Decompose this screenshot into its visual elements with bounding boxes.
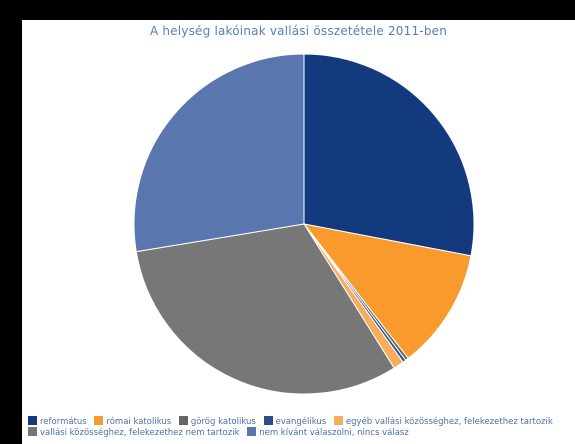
legend-label: görög katolikus — [190, 417, 256, 427]
legend-item-nem-tartozik: vallási közösséghez, felekezethez nem ta… — [28, 427, 240, 439]
pie-slice-5 — [135, 223, 395, 395]
legend-label: római katolikus — [106, 417, 172, 427]
legend-label: evangélikus — [275, 417, 327, 427]
legend-item-gorog-katolikus: görög katolikus — [178, 416, 256, 428]
legend-label: vallási közösséghez, felekezethez nem ta… — [40, 428, 240, 438]
legend-item-nem-valaszolt: nem kívánt válaszolni, nincs válasz — [247, 427, 409, 439]
legend-item-reformatus: református — [28, 416, 87, 428]
pie-chart — [133, 53, 475, 395]
legend-swatch — [28, 416, 37, 425]
legend-row-2: vallási közösséghez, felekezethez nem ta… — [28, 427, 575, 438]
legend-item-egyeb: egyéb vallási közösséghez, felekezethez … — [333, 416, 553, 428]
legend-swatch — [178, 416, 188, 425]
legend-item-romai-katolikus: római katolikus — [94, 416, 171, 428]
legend-label: egyéb vallási közösséghez, felekezethez … — [345, 417, 553, 427]
pie-slice-0 — [303, 53, 475, 257]
legend-swatch — [263, 416, 273, 425]
chart-legend: református római katolikus görög katolik… — [28, 416, 575, 438]
chart-title: A helység lakóinak vallási összetétele 2… — [149, 24, 448, 38]
pie-slice-1 — [302, 223, 472, 360]
legend-swatch — [94, 416, 104, 425]
pie-slice-6 — [133, 53, 305, 253]
legend-swatch — [28, 427, 37, 436]
legend-row-1: református római katolikus görög katolik… — [28, 416, 575, 427]
legend-swatch — [333, 416, 343, 425]
chart-frame: A helység lakóinak vallási összetétele 2… — [22, 20, 575, 444]
legend-swatch — [247, 427, 257, 436]
legend-label: nem kívánt válaszolni, nincs válasz — [259, 428, 409, 438]
legend-item-evangelikus: evangélikus — [263, 416, 327, 428]
legend-label: református — [40, 417, 87, 427]
